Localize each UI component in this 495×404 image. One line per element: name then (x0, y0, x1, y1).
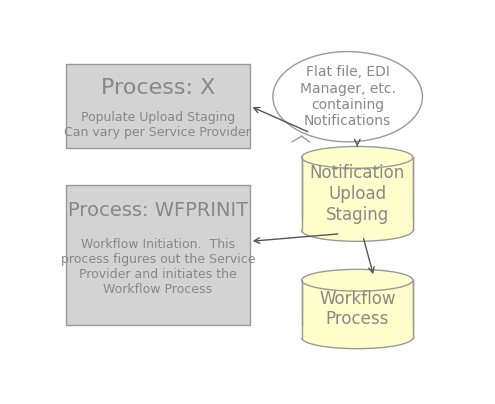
Text: Process: X: Process: X (100, 78, 215, 97)
Ellipse shape (273, 52, 423, 142)
Text: Process: WFPRINIT: Process: WFPRINIT (68, 201, 248, 220)
Bar (66, 64, 250, 148)
Ellipse shape (301, 327, 413, 349)
Text: Populate Upload Staging
Can vary per Service Provider: Populate Upload Staging Can vary per Ser… (64, 111, 251, 139)
Text: Flat file, EDI
Manager, etc.
containing
Notifications: Flat file, EDI Manager, etc. containing … (300, 65, 396, 128)
Bar (301, 219, 414, 230)
Text: Workflow
Process: Workflow Process (319, 290, 396, 328)
Bar (301, 157, 413, 230)
Bar (301, 326, 414, 338)
Ellipse shape (301, 147, 413, 168)
Ellipse shape (301, 220, 413, 241)
Text: Workflow Initiation.  This
process figures out the Service
Provider and initiate: Workflow Initiation. This process figure… (60, 238, 255, 296)
Ellipse shape (301, 269, 413, 291)
Bar (66, 185, 250, 325)
Bar (301, 280, 413, 338)
Text: Notification
Upload
Staging: Notification Upload Staging (310, 164, 405, 224)
Polygon shape (292, 136, 309, 142)
